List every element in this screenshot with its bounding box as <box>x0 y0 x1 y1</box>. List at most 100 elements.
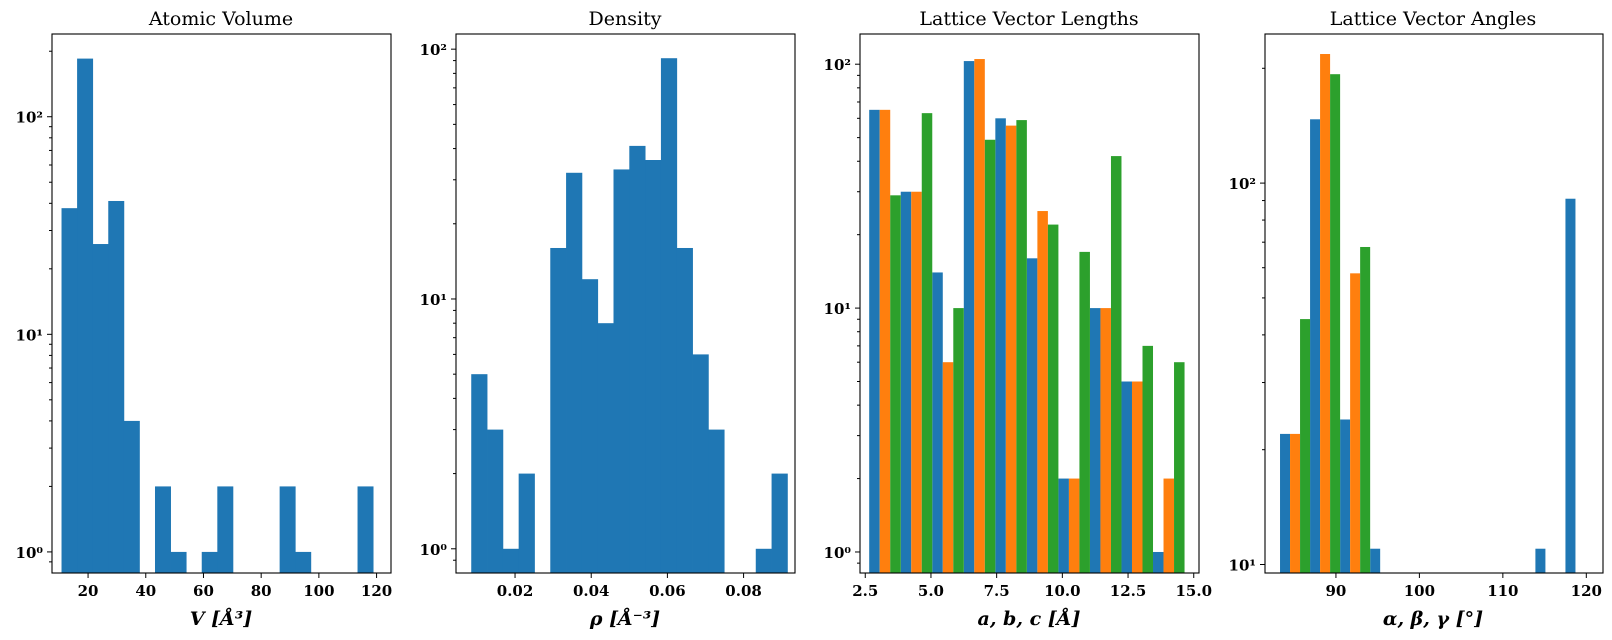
histogram-bar <box>1370 548 1381 573</box>
histogram-bar <box>1121 381 1132 573</box>
histogram-bar <box>645 160 662 573</box>
histogram-bar <box>77 58 94 573</box>
histogram-bar <box>1360 246 1371 573</box>
histogram-bar <box>900 191 912 573</box>
histogram-bar <box>1330 74 1341 574</box>
histogram-bar <box>217 486 234 573</box>
histogram-bar <box>771 473 788 573</box>
histogram-bar <box>995 118 1006 573</box>
x-tick-label: 5.0 <box>918 582 944 600</box>
histogram-bar <box>1280 433 1291 573</box>
histogram-bar <box>357 486 374 573</box>
x-axis-label: ρ [Å⁻³] <box>589 607 660 630</box>
x-tick-label: 20 <box>78 582 99 600</box>
plot-frame <box>1264 33 1604 574</box>
x-tick-label: 7.5 <box>984 582 1010 600</box>
y-tick-label: 10¹ <box>16 326 43 344</box>
histogram-bar <box>1142 345 1154 573</box>
histogram-bar <box>1310 119 1321 573</box>
x-tick-label: 120 <box>361 582 392 600</box>
histogram-bar <box>61 208 78 573</box>
histogram-bar <box>1058 478 1069 573</box>
x-tick-label: 100 <box>303 582 334 600</box>
histogram-bar <box>1005 125 1017 573</box>
y-tick-label: 10¹ <box>420 291 447 309</box>
histogram-bar <box>550 247 567 574</box>
histogram-bar <box>201 551 218 573</box>
x-tick-label: 90 <box>1326 582 1347 600</box>
x-tick-label: 0.04 <box>573 582 610 600</box>
histogram-bar <box>963 61 975 573</box>
histogram-bar <box>518 473 535 573</box>
histogram-bar <box>911 191 922 573</box>
x-tick-label: 0.06 <box>649 582 686 600</box>
x-tick-label: 0.02 <box>497 582 534 600</box>
histogram-bar <box>1068 478 1080 573</box>
x-tick-label: 2.5 <box>852 582 878 600</box>
histogram-bar <box>92 244 109 574</box>
plot-frame <box>455 33 796 574</box>
x-tick-label: 15.0 <box>1175 582 1212 600</box>
panel-density: Density 0.02 0.04 0.06 0.08 10⁰ 10¹ 10² ρ [Å⁻³… <box>420 8 796 630</box>
histogram-bar <box>1153 551 1164 573</box>
x-tick-label: 10.0 <box>1044 582 1081 600</box>
x-tick-label: 110 <box>1487 582 1518 600</box>
x-tick-label: 60 <box>193 582 214 600</box>
panel-title: Lattice Vector Lengths <box>919 8 1138 30</box>
y-tick-label: 10² <box>16 109 43 127</box>
y-tick-label: 10⁰ <box>824 544 852 562</box>
y-tick-label: 10⁰ <box>420 541 448 559</box>
histogram-bar <box>613 169 630 574</box>
x-axis-label: V [Å³] <box>190 607 252 630</box>
histogram-bar <box>692 354 709 573</box>
panel-lattice-angles: Lattice Vector Angles 90 100 110 12010²10¹ … <box>1229 8 1604 630</box>
histogram-bar <box>581 279 599 573</box>
y-tick-label: 10¹ <box>1229 557 1256 575</box>
x-axis-label: a, b, c [Å] <box>978 607 1081 630</box>
histogram-bar <box>1026 258 1038 573</box>
y-tick-label: 10⁰ <box>16 544 44 562</box>
x-tick-label: 12.5 <box>1110 582 1147 600</box>
x-axis-label: α, β, γ [°] <box>1383 608 1483 630</box>
histogram-bar <box>108 200 125 573</box>
histogram-bar <box>1350 273 1361 573</box>
panel-title: Atomic Volume <box>148 8 293 30</box>
histogram-bar <box>154 486 171 573</box>
histogram-bar <box>1163 478 1175 573</box>
histogram-bar <box>1079 251 1090 573</box>
histogram-bar <box>953 308 964 573</box>
panel-lattice-lengths: Lattice Vector Lengths 2.5 5.0 7.5 10.0 12.5… <box>824 8 1212 630</box>
histogram-bar <box>1089 308 1101 573</box>
y-tick-label: 10¹ <box>824 300 851 318</box>
histogram-bar <box>1037 211 1048 573</box>
x-tick-label: 100 <box>1404 582 1435 600</box>
histogram-bar <box>1290 433 1301 573</box>
histogram-bar <box>1565 198 1576 573</box>
plot-frame <box>859 33 1200 574</box>
histogram-bar <box>676 247 693 574</box>
histogram-bar <box>708 429 725 573</box>
histogram-bar <box>1340 419 1351 573</box>
histogram-bar <box>629 145 646 573</box>
y-tick-label: 10² <box>1229 175 1256 193</box>
histogram-bar <box>869 109 880 574</box>
histogram-bar <box>566 172 583 574</box>
histogram-bar <box>295 551 312 573</box>
panel-title: Lattice Vector Angles <box>1330 8 1536 30</box>
plot-frame <box>51 33 392 574</box>
x-tick-label: 40 <box>135 582 156 600</box>
histogram-bar <box>502 548 520 573</box>
y-tick-label: 10² <box>420 41 447 59</box>
histogram-bar <box>755 548 772 573</box>
histogram-bar <box>170 551 187 573</box>
histogram-bar <box>660 58 678 573</box>
x-tick-label: 0.08 <box>725 582 762 600</box>
histogram-bar <box>487 429 504 573</box>
histogram-bar <box>1016 120 1027 573</box>
y-tick-label: 10² <box>824 56 851 74</box>
x-tick-label: 120 <box>1571 582 1602 600</box>
histogram-bar <box>1300 319 1311 573</box>
histogram-bar <box>942 362 954 573</box>
x-tick-label: 80 <box>251 582 272 600</box>
